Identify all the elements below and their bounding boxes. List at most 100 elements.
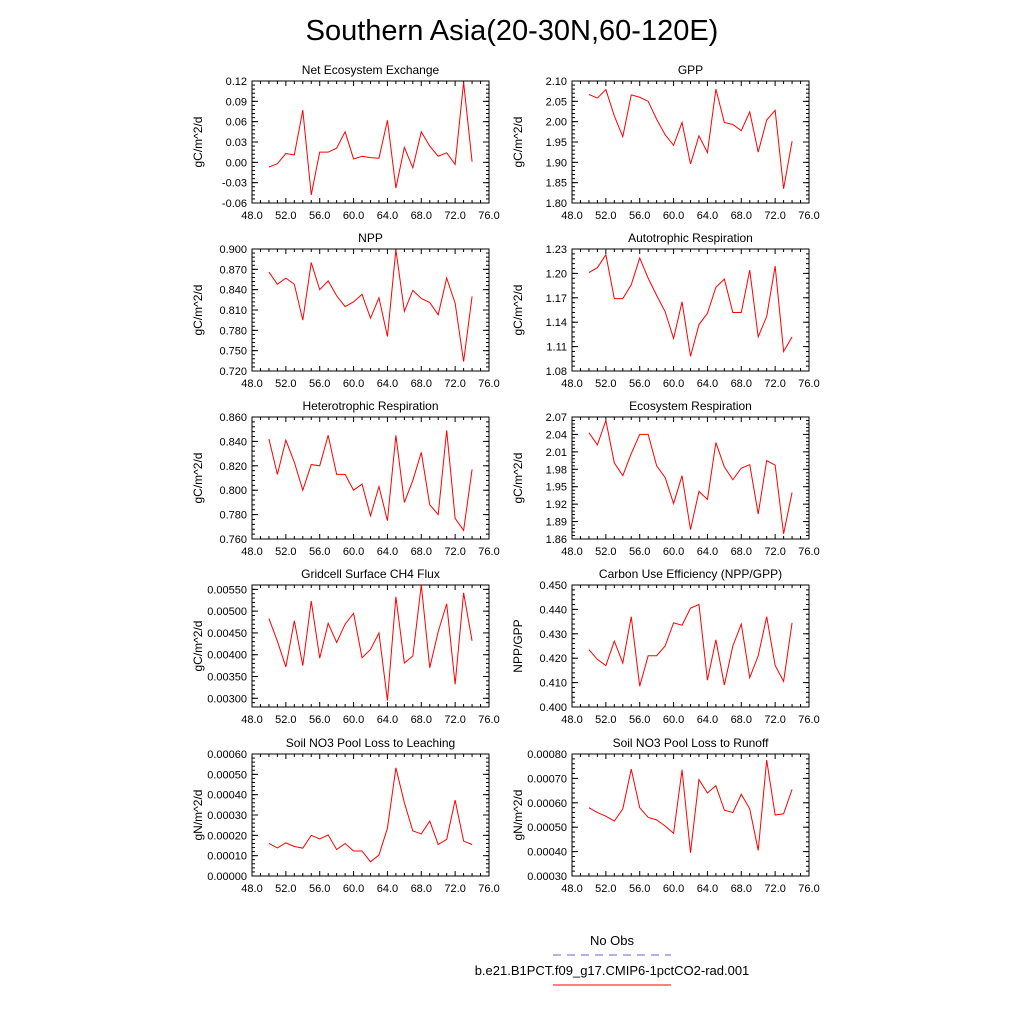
x-tick-label: 72.0: [444, 378, 465, 390]
x-tick-label: 48.0: [561, 714, 582, 726]
y-tick-label: 0.03: [226, 137, 247, 149]
x-tick-label: 60.0: [663, 714, 684, 726]
y-tick-label: 0.00400: [207, 650, 247, 662]
y-axis-label: gC/m^2/d: [511, 285, 525, 336]
y-tick-label: 0.00550: [207, 584, 247, 596]
y-tick-label: 0.00010: [207, 851, 247, 863]
y-tick-label: 0.750: [219, 346, 247, 358]
y-tick-label: 1.92: [546, 499, 567, 511]
y-tick-label: 0.00350: [207, 672, 247, 684]
y-axis-label: gC/m^2/d: [191, 117, 205, 168]
y-tick-label: 0.400: [539, 702, 567, 714]
y-tick-label: 1.95: [546, 137, 567, 149]
y-axis-label: gC/m^2/d: [511, 453, 525, 504]
y-tick-label: 2.04: [546, 429, 567, 441]
x-tick-label: 68.0: [411, 546, 432, 558]
y-tick-label: 0.860: [219, 412, 247, 424]
x-tick-label: 60.0: [663, 883, 684, 895]
main-title: Southern Asia(20-30N,60-120E): [306, 15, 719, 47]
y-tick-label: 0.810: [219, 305, 247, 317]
y-tick-label: 1.80: [546, 198, 567, 210]
series-line-0: [588, 603, 793, 687]
chart-panel-3: Autotrophic Respiration 48.0 52.0 56.0 60.0 6…: [511, 231, 820, 390]
panel-title: Carbon Use Efficiency (NPP/GPP): [599, 567, 782, 581]
x-tick-label: 72.0: [444, 546, 465, 558]
y-tick-label: 0.420: [539, 653, 567, 665]
chart-panel-6: Gridcell Surface CH4 Flux 48.0 52.0 56.0 60.…: [191, 567, 500, 726]
y-tick-label: 1.11: [546, 342, 567, 354]
y-tick-label: 0.440: [539, 604, 567, 616]
panel-title: Soil NO3 Pool Loss to Runoff: [613, 736, 770, 750]
y-tick-label: 0.00: [226, 157, 247, 169]
x-tick-label: 60.0: [663, 378, 684, 390]
x-tick-label: 60.0: [663, 546, 684, 558]
chart-panel-0: Net Ecosystem Exchange 48.0 52.0 56.0 60.0 64…: [191, 63, 500, 222]
y-tick-label: 0.00030: [207, 810, 247, 822]
x-tick-label: 52.0: [595, 210, 616, 222]
x-tick-label: 64.0: [697, 546, 718, 558]
x-tick-label: 68.0: [411, 714, 432, 726]
series-line-0: [268, 767, 473, 863]
x-tick-label: 52.0: [595, 378, 616, 390]
x-tick-label: 64.0: [377, 546, 398, 558]
x-tick-label: 64.0: [377, 714, 398, 726]
x-tick-label: 76.0: [478, 883, 499, 895]
series-line-0: [588, 88, 793, 189]
x-tick-label: 52.0: [595, 883, 616, 895]
x-tick-label: 52.0: [595, 714, 616, 726]
x-tick-label: 56.0: [309, 714, 330, 726]
y-tick-label: 1.85: [546, 178, 567, 190]
x-tick-label: 72.0: [444, 210, 465, 222]
y-tick-label: 1.08: [546, 366, 567, 378]
x-tick-label: 72.0: [764, 378, 785, 390]
x-tick-label: 64.0: [697, 714, 718, 726]
y-tick-label: 0.00040: [527, 847, 567, 859]
y-tick-label: 0.00060: [527, 798, 567, 810]
y-tick-label: 0.760: [219, 534, 247, 546]
series-line-0: [268, 82, 473, 195]
x-tick-label: 48.0: [241, 378, 262, 390]
x-tick-label: 56.0: [629, 883, 650, 895]
x-tick-label: 56.0: [309, 883, 330, 895]
y-tick-label: 0.00070: [527, 773, 567, 785]
chart-panel-1: GPP 48.0 52.0 56.0 60.0 64.0 68.0 72.0 76.0 1.80 1…: [511, 63, 820, 222]
y-tick-label: 1.95: [546, 482, 567, 494]
panels: Net Ecosystem Exchange 48.0 52.0 56.0 60.0 64…: [191, 63, 820, 895]
x-tick-label: 76.0: [798, 714, 819, 726]
y-tick-label: 0.870: [219, 264, 247, 276]
y-tick-label: -0.06: [222, 198, 247, 210]
plot-frame: [251, 80, 490, 204]
y-axis-label: gC/m^2/d: [511, 117, 525, 168]
x-tick-label: 52.0: [275, 378, 296, 390]
plot-frame: [251, 753, 490, 877]
y-tick-label: 1.17: [546, 293, 567, 305]
y-tick-label: 1.98: [546, 464, 567, 476]
x-tick-label: 76.0: [478, 378, 499, 390]
x-tick-label: 64.0: [697, 378, 718, 390]
y-tick-label: 1.14: [546, 317, 567, 329]
x-tick-label: 72.0: [764, 883, 785, 895]
x-tick-label: 68.0: [731, 714, 752, 726]
y-tick-label: 1.23: [546, 244, 567, 256]
plot-frame: [571, 584, 810, 708]
y-tick-label: 1.20: [546, 268, 567, 280]
y-tick-label: 0.00060: [207, 749, 247, 761]
plot-frame: [251, 416, 490, 540]
chart-panel-2: NPP 48.0 52.0 56.0 60.0 64.0 68.0 72.0 76.0 0.720…: [191, 231, 500, 390]
y-tick-label: 0.450: [539, 580, 567, 592]
x-tick-label: 52.0: [275, 546, 296, 558]
y-tick-label: 0.00050: [527, 822, 567, 834]
x-tick-label: 60.0: [343, 378, 364, 390]
y-tick-label: 0.09: [226, 96, 247, 108]
x-tick-label: 56.0: [629, 546, 650, 558]
y-tick-label: 0.00050: [207, 769, 247, 781]
x-tick-label: 68.0: [731, 210, 752, 222]
x-tick-label: 56.0: [309, 210, 330, 222]
x-tick-label: 72.0: [764, 714, 785, 726]
y-tick-label: 0.840: [219, 436, 247, 448]
x-tick-label: 76.0: [798, 546, 819, 558]
legend-label-model: b.e21.B1PCT.f09_g17.CMIP6-1pctCO2-rad.00…: [475, 963, 750, 978]
y-tick-label: 0.780: [219, 325, 247, 337]
y-tick-label: 1.90: [546, 157, 567, 169]
